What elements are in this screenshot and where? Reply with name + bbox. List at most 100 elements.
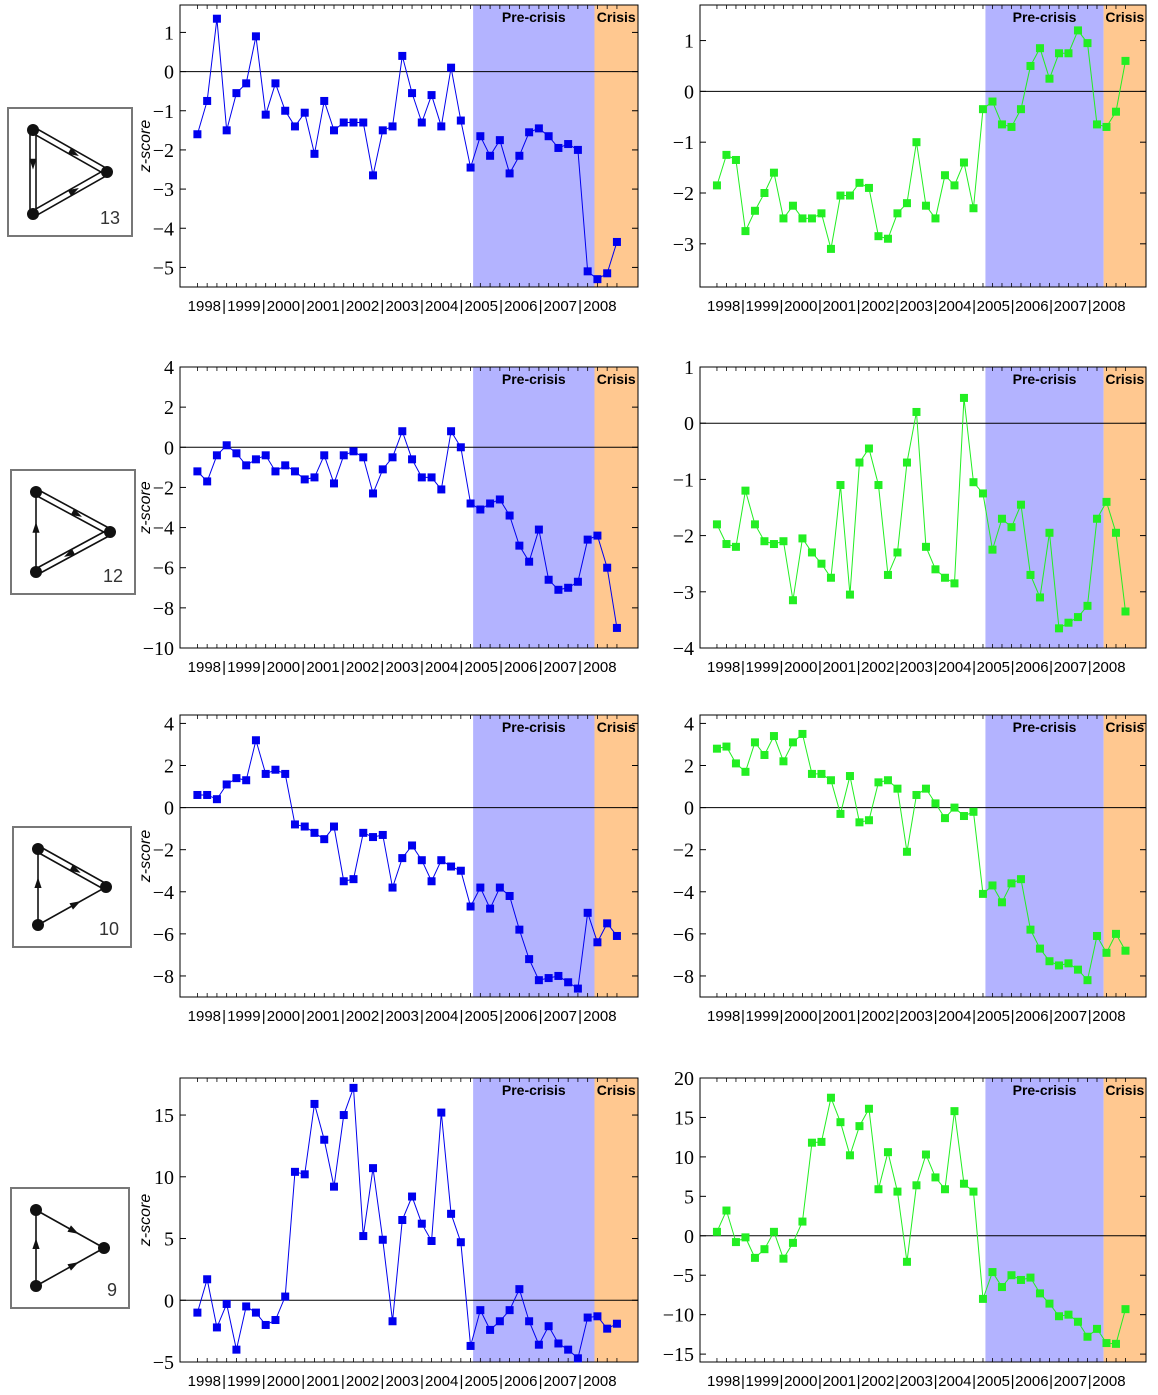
data-point: [779, 537, 788, 546]
data-point: [310, 473, 319, 482]
data-point: [320, 96, 329, 105]
data-point: [583, 267, 592, 276]
motif-number: 13: [100, 208, 120, 228]
data-point: [398, 1216, 407, 1224]
data-point: [1111, 1339, 1120, 1348]
x-tick-label: 2002: [861, 298, 894, 315]
y-tick-label: 0: [684, 798, 694, 820]
data-point: [912, 790, 921, 799]
data-point: [1092, 1324, 1101, 1333]
year-separator: |: [857, 659, 861, 676]
x-tick-label: 2005: [465, 1373, 498, 1390]
crisis-label: Crisis: [597, 371, 636, 387]
year-separator: |: [578, 659, 582, 676]
data-point: [242, 461, 251, 470]
data-point: [855, 1122, 864, 1131]
y-tick-label: 5: [684, 1186, 694, 1208]
x-tick-label: 2008: [583, 659, 616, 676]
x-tick-label: 1999: [746, 1008, 779, 1025]
y-tick-label: 0: [164, 1290, 174, 1312]
year-separator: |: [1049, 659, 1053, 676]
year-separator: |: [460, 1373, 464, 1390]
data-point: [741, 767, 750, 776]
year-separator: |: [578, 1373, 582, 1390]
data-point: [826, 573, 835, 582]
data-point: [1073, 965, 1082, 974]
data-point: [1026, 570, 1035, 579]
x-tick-label: 1999: [746, 659, 779, 676]
year-separator: |: [1088, 1373, 1092, 1390]
data-point: [515, 1285, 524, 1294]
data-point: [855, 178, 864, 187]
data-point: [466, 902, 475, 911]
year-separator: |: [1049, 1008, 1053, 1025]
data-point: [329, 479, 338, 488]
y-tick-label: −2: [673, 526, 694, 548]
x-tick-label: 2004: [425, 298, 458, 315]
x-tick-label: 2003: [385, 1373, 418, 1390]
data-point: [251, 455, 260, 464]
year-separator: |: [380, 1008, 384, 1025]
year-separator: |: [1011, 298, 1015, 315]
crisis-label: Crisis: [1105, 1082, 1144, 1098]
data-point: [193, 467, 202, 476]
x-tick-label: 2001: [823, 1008, 856, 1025]
data-point: [1064, 618, 1073, 627]
data-point: [534, 124, 543, 133]
year-separator: |: [780, 659, 784, 676]
x-tick-label: 2001: [306, 1008, 339, 1025]
year-separator: |: [857, 1008, 861, 1025]
data-point: [466, 499, 475, 508]
year-separator: |: [818, 659, 822, 676]
data-point: [427, 473, 436, 482]
data-point: [554, 971, 563, 980]
y-tick-label: 1: [684, 31, 694, 53]
data-point: [969, 204, 978, 213]
data-point: [807, 214, 816, 223]
data-point: [203, 96, 212, 105]
year-separator: |: [222, 1008, 226, 1025]
data-point: [408, 1192, 417, 1201]
y-tick-label: 4: [684, 713, 694, 735]
year-separator: |: [420, 1008, 424, 1025]
y-tick-label: −4: [153, 518, 174, 540]
data-point: [290, 1167, 299, 1176]
data-point: [437, 856, 446, 865]
arrow-head-icon: [34, 877, 42, 889]
data-point: [931, 799, 940, 808]
y-tick-label: 20: [674, 1068, 694, 1090]
pre-crisis-label: Pre-crisis: [1013, 371, 1077, 387]
data-point: [388, 883, 397, 892]
data-point: [769, 1227, 778, 1236]
data-point: [564, 140, 573, 149]
data-point: [836, 481, 845, 490]
data-point: [988, 545, 997, 554]
x-tick-label: 2005: [977, 298, 1010, 315]
data-point: [359, 828, 368, 837]
data-point: [1054, 624, 1063, 633]
data-point: [855, 458, 864, 467]
x-tick-label: 2004: [425, 1373, 458, 1390]
pre-crisis-label: Pre-crisis: [502, 9, 566, 25]
data-point: [349, 447, 358, 456]
x-tick-label: 1999: [227, 1008, 260, 1025]
x-tick-label: 2008: [1092, 1008, 1125, 1025]
data-point: [1102, 122, 1111, 131]
motif-node: [27, 208, 39, 220]
data-point: [864, 444, 873, 453]
pre-crisis-label: Pre-crisis: [502, 371, 566, 387]
data-point: [456, 116, 465, 125]
data-point: [495, 495, 504, 504]
y-axis-label: z-score: [137, 830, 154, 884]
data-point: [1111, 107, 1120, 116]
data-point: [959, 812, 968, 821]
data-point: [779, 1254, 788, 1263]
data-point: [950, 1107, 959, 1116]
data-point: [242, 79, 251, 88]
data-point: [969, 478, 978, 487]
data-point: [931, 1173, 940, 1182]
y-tick-label: 4: [164, 713, 174, 735]
data-point: [817, 559, 826, 568]
data-point: [369, 171, 378, 180]
